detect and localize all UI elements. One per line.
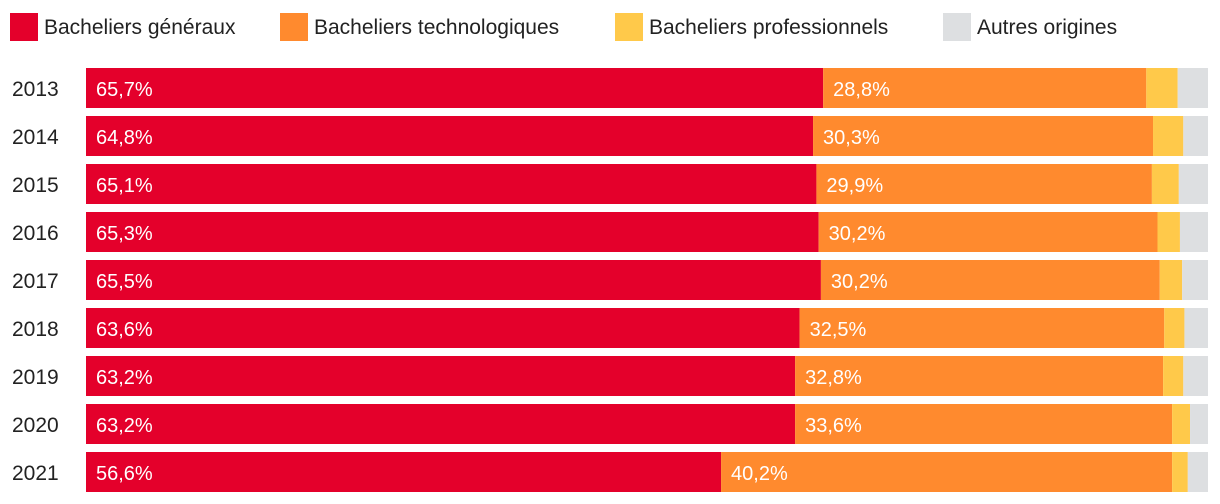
bar-segment-autres-origines-2014 bbox=[1183, 116, 1208, 156]
bar-segment-bacheliers-generaux-2019 bbox=[86, 356, 796, 396]
bar-row-2020: 2020 63,2% 33,6% bbox=[12, 404, 1208, 444]
value-label-bacheliers-generaux-2018: 63,6% bbox=[96, 319, 153, 341]
bar-segment-bacheliers-technologiques-2017 bbox=[820, 260, 1160, 300]
bar-segment-autres-origines-2021 bbox=[1187, 452, 1208, 492]
bar-segment-autres-origines-2013 bbox=[1177, 68, 1208, 108]
bar-segment-bacheliers-generaux-2020 bbox=[86, 404, 796, 444]
bars-area: 2013 65,7% 28,8% 2014 64,8% 30,3% 2015 65,1% 29,… bbox=[12, 68, 1208, 492]
year-label-2020: 2020 bbox=[12, 414, 59, 437]
bar-segment-autres-origines-2015 bbox=[1178, 164, 1208, 204]
value-label-bacheliers-generaux-2013: 65,7% bbox=[96, 79, 153, 101]
year-label-2015: 2015 bbox=[12, 174, 59, 197]
bar-segment-autres-origines-2019 bbox=[1183, 356, 1208, 396]
legend-label-bacheliers-professionnels: Bacheliers professionnels bbox=[649, 16, 888, 39]
value-label-bacheliers-technologiques-2021: 40,2% bbox=[731, 463, 788, 485]
legend-label-autres-origines: Autres origines bbox=[977, 16, 1117, 39]
value-label-bacheliers-technologiques-2014: 30,3% bbox=[823, 127, 880, 149]
bar-segment-bacheliers-professionnels-2019 bbox=[1163, 356, 1184, 396]
bar-segment-bacheliers-generaux-2016 bbox=[86, 212, 819, 252]
bar-segment-bacheliers-professionnels-2014 bbox=[1153, 116, 1184, 156]
value-label-bacheliers-generaux-2021: 56,6% bbox=[96, 463, 153, 485]
year-label-2016: 2016 bbox=[12, 222, 59, 245]
legend-swatch-bacheliers-generaux bbox=[10, 13, 38, 41]
bar-segment-bacheliers-generaux-2021 bbox=[86, 452, 722, 492]
bar-segment-bacheliers-generaux-2018 bbox=[86, 308, 800, 348]
year-label-2014: 2014 bbox=[12, 126, 59, 149]
value-label-bacheliers-generaux-2014: 64,8% bbox=[96, 127, 153, 149]
bar-row-2016: 2016 65,3% 30,2% bbox=[12, 212, 1208, 252]
legend: Bacheliers généraux Bacheliers technologi… bbox=[10, 13, 1117, 41]
value-label-bacheliers-technologiques-2015: 29,9% bbox=[826, 175, 883, 197]
legend-swatch-bacheliers-technologiques bbox=[280, 13, 308, 41]
bar-segment-bacheliers-generaux-2013 bbox=[86, 68, 824, 108]
bar-segment-bacheliers-generaux-2015 bbox=[86, 164, 817, 204]
bar-row-2013: 2013 65,7% 28,8% bbox=[12, 68, 1208, 108]
bar-segment-bacheliers-technologiques-2014 bbox=[813, 116, 1154, 156]
bar-segment-bacheliers-technologiques-2013 bbox=[823, 68, 1147, 108]
legend-swatch-autres-origines bbox=[943, 13, 971, 41]
bar-segment-bacheliers-technologiques-2019 bbox=[795, 356, 1164, 396]
legend-swatch-bacheliers-professionnels bbox=[615, 13, 643, 41]
value-label-bacheliers-generaux-2015: 65,1% bbox=[96, 175, 153, 197]
value-label-bacheliers-technologiques-2018: 32,5% bbox=[810, 319, 867, 341]
bar-segment-bacheliers-technologiques-2021 bbox=[721, 452, 1173, 492]
bar-row-2021: 2021 56,6% 40,2% bbox=[12, 452, 1208, 492]
value-label-bacheliers-generaux-2020: 63,2% bbox=[96, 415, 153, 437]
bar-segment-autres-origines-2020 bbox=[1190, 404, 1208, 444]
value-label-bacheliers-technologiques-2020: 33,6% bbox=[805, 415, 862, 437]
value-label-bacheliers-technologiques-2013: 28,8% bbox=[833, 79, 890, 101]
bar-segment-bacheliers-generaux-2014 bbox=[86, 116, 814, 156]
year-label-2017: 2017 bbox=[12, 270, 59, 293]
value-label-bacheliers-generaux-2017: 65,5% bbox=[96, 271, 153, 293]
bar-segment-bacheliers-professionnels-2016 bbox=[1157, 212, 1180, 252]
value-label-bacheliers-generaux-2019: 63,2% bbox=[96, 367, 153, 389]
bar-row-2015: 2015 65,1% 29,9% bbox=[12, 164, 1208, 204]
bar-segment-bacheliers-generaux-2017 bbox=[86, 260, 821, 300]
value-label-bacheliers-technologiques-2016: 30,2% bbox=[829, 223, 886, 245]
bar-segment-autres-origines-2018 bbox=[1184, 308, 1208, 348]
bar-segment-bacheliers-professionnels-2013 bbox=[1146, 68, 1178, 108]
bar-row-2014: 2014 64,8% 30,3% bbox=[12, 116, 1208, 156]
bar-segment-bacheliers-professionnels-2015 bbox=[1151, 164, 1179, 204]
value-label-bacheliers-technologiques-2017: 30,2% bbox=[831, 271, 888, 293]
year-label-2019: 2019 bbox=[12, 366, 59, 389]
bar-segment-bacheliers-technologiques-2020 bbox=[795, 404, 1173, 444]
bar-segment-bacheliers-professionnels-2018 bbox=[1164, 308, 1185, 348]
bar-segment-bacheliers-technologiques-2015 bbox=[816, 164, 1152, 204]
bar-segment-bacheliers-professionnels-2020 bbox=[1172, 404, 1191, 444]
legend-label-bacheliers-generaux: Bacheliers généraux bbox=[44, 16, 236, 39]
year-label-2021: 2021 bbox=[12, 462, 59, 485]
bar-segment-bacheliers-professionnels-2021 bbox=[1172, 452, 1188, 492]
legend-label-bacheliers-technologiques: Bacheliers technologiques bbox=[314, 16, 559, 39]
bar-row-2018: 2018 63,6% 32,5% bbox=[12, 308, 1208, 348]
value-label-bacheliers-technologiques-2019: 32,8% bbox=[805, 367, 862, 389]
bar-segment-bacheliers-professionnels-2017 bbox=[1159, 260, 1183, 300]
bar-segment-autres-origines-2016 bbox=[1179, 212, 1208, 252]
bar-row-2017: 2017 65,5% 30,2% bbox=[12, 260, 1208, 300]
bar-segment-bacheliers-technologiques-2018 bbox=[799, 308, 1165, 348]
year-label-2013: 2013 bbox=[12, 78, 59, 101]
year-label-2018: 2018 bbox=[12, 318, 59, 341]
bar-row-2019: 2019 63,2% 32,8% bbox=[12, 356, 1208, 396]
bar-segment-autres-origines-2017 bbox=[1182, 260, 1208, 300]
value-label-bacheliers-generaux-2016: 65,3% bbox=[96, 223, 153, 245]
bar-segment-bacheliers-technologiques-2016 bbox=[818, 212, 1158, 252]
